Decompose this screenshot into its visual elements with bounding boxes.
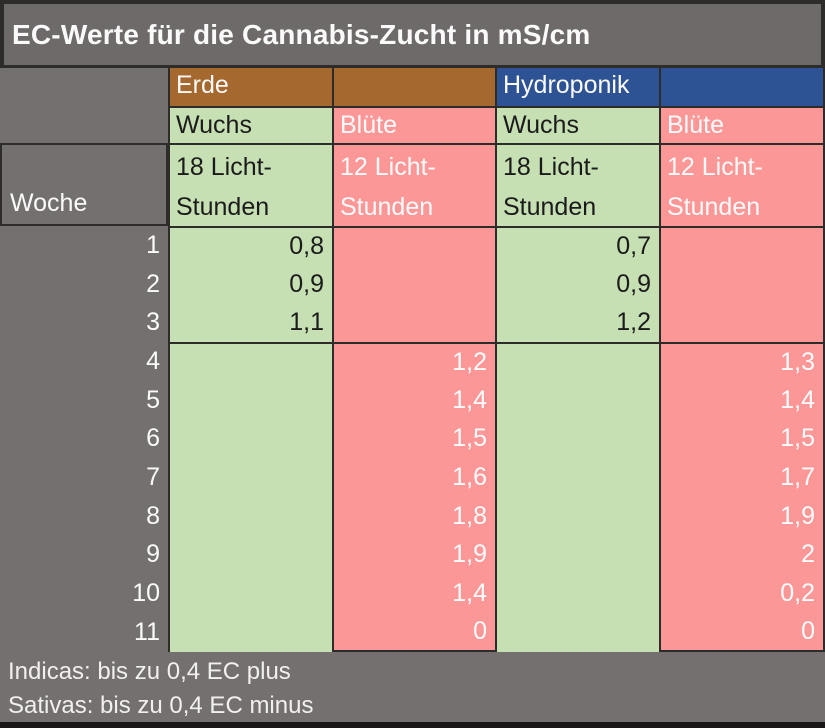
hydro-wuchs-value bbox=[495, 496, 659, 536]
week-number: 10 bbox=[0, 574, 168, 613]
erde-bluete-value bbox=[332, 264, 495, 304]
erde-bluete-value: 0 bbox=[332, 612, 495, 652]
erde-wuchs-value bbox=[168, 574, 332, 613]
note-sativas: Sativas: bis zu 0,4 EC minus bbox=[8, 691, 314, 719]
week-number: 11 bbox=[0, 612, 168, 652]
erde-wuchs-value bbox=[168, 380, 332, 420]
hydro-wuchs-value bbox=[495, 535, 659, 575]
light-header-line2: Stunden bbox=[503, 193, 597, 221]
footnotes: Indicas: bis zu 0,4 EC plus Sativas: bis… bbox=[0, 652, 825, 722]
week-number: 3 bbox=[0, 303, 168, 343]
week-number: 7 bbox=[0, 458, 168, 497]
hydro-bluete-value: 1,9 bbox=[659, 496, 825, 536]
erde-wuchs-value bbox=[168, 458, 332, 497]
light-header-line2: Stunden bbox=[340, 193, 434, 221]
phase-header-erde-wuchs: Wuchs bbox=[168, 106, 332, 143]
erde-bluete-value: 1,5 bbox=[332, 419, 495, 459]
hydro-wuchs-value bbox=[495, 419, 659, 459]
light-header-line1: 18 Licht- bbox=[503, 153, 599, 181]
erde-bluete-value: 1,4 bbox=[332, 574, 495, 613]
hydro-wuchs-value bbox=[495, 380, 659, 420]
week-number: 9 bbox=[0, 535, 168, 575]
hydro-wuchs-value: 0,7 bbox=[495, 226, 659, 265]
ec-table: Erde Hydroponik Wuchs Blüte Wuchs Blüte … bbox=[0, 68, 825, 652]
erde-bluete-value bbox=[332, 226, 495, 265]
group-header-hydroponik-spacer bbox=[659, 68, 825, 106]
group-header-hydroponik: Hydroponik bbox=[495, 68, 659, 106]
page-title: EC-Werte für die Cannabis-Zucht in mS/cm bbox=[0, 0, 825, 68]
week-number: 5 bbox=[0, 380, 168, 420]
phase-row-spacer bbox=[0, 106, 168, 143]
erde-wuchs-value bbox=[168, 612, 332, 652]
erde-wuchs-value: 0,9 bbox=[168, 264, 332, 304]
light-header-erde-bluete: 12 Licht- Stunden bbox=[332, 143, 495, 226]
bottom-edge bbox=[0, 721, 825, 728]
hydro-bluete-value: 1,3 bbox=[659, 342, 825, 381]
week-number: 8 bbox=[0, 496, 168, 536]
light-header-hydro-wuchs: 18 Licht- Stunden bbox=[495, 143, 659, 226]
hydro-bluete-value: 2 bbox=[659, 535, 825, 575]
group-header-erde-spacer bbox=[332, 68, 495, 106]
hydro-bluete-value: 0 bbox=[659, 612, 825, 652]
hydro-bluete-value: 1,5 bbox=[659, 419, 825, 459]
erde-bluete-value: 1,6 bbox=[332, 458, 495, 497]
hydro-wuchs-value bbox=[495, 574, 659, 613]
phase-header-erde-bluete: Blüte bbox=[332, 106, 495, 143]
week-column-header: Woche bbox=[0, 143, 168, 226]
erde-bluete-value: 1,2 bbox=[332, 342, 495, 381]
hydro-wuchs-value: 0,9 bbox=[495, 264, 659, 304]
hydro-bluete-value: 0,2 bbox=[659, 574, 825, 613]
note-indicas: Indicas: bis zu 0,4 EC plus bbox=[8, 657, 291, 685]
light-header-line1: 12 Licht- bbox=[340, 153, 436, 181]
erde-wuchs-value bbox=[168, 535, 332, 575]
hydro-bluete-value: 1,7 bbox=[659, 458, 825, 497]
light-header-line2: Stunden bbox=[667, 193, 761, 221]
week-number: 4 bbox=[0, 342, 168, 381]
hydro-bluete-value bbox=[659, 303, 825, 343]
erde-wuchs-value bbox=[168, 496, 332, 536]
erde-bluete-value: 1,9 bbox=[332, 535, 495, 575]
light-header-hydro-bluete: 12 Licht- Stunden bbox=[659, 143, 825, 226]
erde-bluete-value: 1,8 bbox=[332, 496, 495, 536]
erde-bluete-value bbox=[332, 303, 495, 343]
group-header-erde: Erde bbox=[168, 68, 332, 106]
light-header-erde-wuchs: 18 Licht- Stunden bbox=[168, 143, 332, 226]
erde-wuchs-value: 0,8 bbox=[168, 226, 332, 265]
week-number: 1 bbox=[0, 226, 168, 265]
hydro-wuchs-value bbox=[495, 458, 659, 497]
corner-spacer bbox=[0, 68, 168, 106]
hydro-bluete-value bbox=[659, 226, 825, 265]
week-number: 6 bbox=[0, 419, 168, 459]
erde-wuchs-value: 1,1 bbox=[168, 303, 332, 343]
hydro-wuchs-value bbox=[495, 342, 659, 381]
light-header-line2: Stunden bbox=[176, 193, 270, 221]
erde-bluete-value: 1,4 bbox=[332, 380, 495, 420]
hydro-bluete-value bbox=[659, 264, 825, 304]
hydro-wuchs-value: 1,2 bbox=[495, 303, 659, 343]
light-header-line1: 18 Licht- bbox=[176, 153, 272, 181]
week-number: 2 bbox=[0, 264, 168, 304]
phase-header-hydro-wuchs: Wuchs bbox=[495, 106, 659, 143]
hydro-wuchs-value bbox=[495, 612, 659, 652]
erde-wuchs-value bbox=[168, 419, 332, 459]
phase-header-hydro-bluete: Blüte bbox=[659, 106, 825, 143]
light-header-line1: 12 Licht- bbox=[667, 153, 763, 181]
erde-wuchs-value bbox=[168, 342, 332, 381]
hydro-bluete-value: 1,4 bbox=[659, 380, 825, 420]
